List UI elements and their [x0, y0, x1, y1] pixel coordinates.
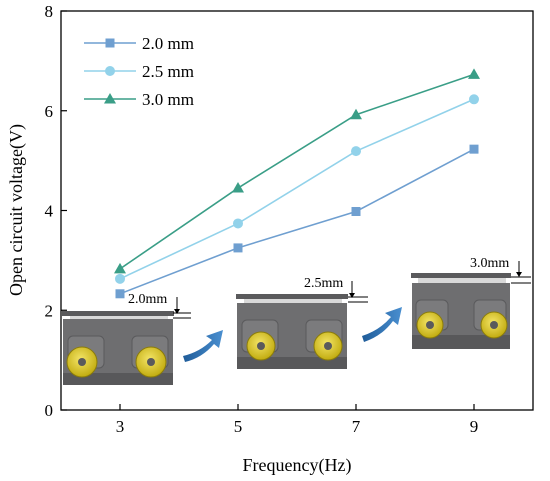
legend-marker	[105, 66, 115, 76]
series-square	[115, 144, 479, 299]
device-top-plate	[62, 311, 174, 316]
data-point	[469, 144, 479, 154]
x-tick-label: 3	[116, 417, 125, 436]
legend-item: 2.5 mm	[84, 62, 194, 81]
series-triangle	[114, 68, 480, 274]
magnet-left-hole	[78, 358, 86, 366]
device-base	[412, 335, 510, 349]
x-tick-label: 5	[234, 417, 243, 436]
data-point	[115, 289, 125, 299]
legend-item: 2.0 mm	[84, 34, 194, 53]
x-axis: 3 5 7 9	[116, 404, 479, 436]
series-line	[119, 148, 475, 295]
y-tick-label: 8	[45, 2, 54, 21]
device-illustration-2-5mm: 2.5mm	[236, 276, 368, 369]
x-axis-title: Frequency(Hz)	[243, 455, 352, 476]
data-point	[114, 262, 126, 274]
magnet-right-hole	[324, 342, 332, 350]
data-point	[469, 94, 479, 105]
transition-arrow-1	[183, 330, 223, 362]
series-line	[119, 73, 475, 270]
data-point	[233, 243, 243, 253]
gap-indicator-arrowhead	[516, 272, 522, 277]
device-gap	[418, 278, 506, 283]
data-point	[351, 206, 361, 216]
series-line	[119, 98, 475, 280]
data-point	[468, 68, 480, 79]
data-point	[351, 146, 361, 157]
y-tick-label: 6	[45, 102, 54, 121]
data-point	[232, 182, 244, 193]
device-gap	[70, 316, 168, 319]
data-point	[350, 108, 362, 120]
legend-marker	[105, 38, 115, 48]
data-point	[115, 273, 125, 284]
device-gap-label: 2.0mm	[128, 292, 167, 307]
gap-indicator-arrowhead	[174, 309, 180, 314]
y-tick-label: 4	[45, 202, 54, 221]
data-point	[233, 218, 243, 229]
legend-label: 2.0 mm	[142, 34, 194, 53]
device-illustration-3mm: 3.0mm	[411, 256, 531, 349]
y-axis-title: Open circuit voltage(V)	[6, 124, 27, 296]
device-illustration-2mm: 2.0mm	[62, 292, 191, 385]
legend-item: 3.0 mm	[84, 90, 194, 109]
device-gap-label: 2.5mm	[304, 276, 343, 291]
y-tick-label: 2	[45, 301, 54, 320]
device-gap-label: 3.0mm	[470, 256, 509, 271]
transition-arrow-2	[362, 307, 402, 342]
legend-label: 2.5 mm	[142, 62, 194, 81]
series-layer	[114, 68, 480, 299]
y-tick-label: 0	[45, 401, 54, 420]
legend: 2.0 mm 2.5 mm 3.0 mm	[84, 34, 194, 109]
x-tick-label: 7	[352, 417, 361, 436]
device-top-plate	[236, 294, 348, 299]
gap-indicator-arrowhead	[349, 293, 355, 298]
legend-label: 3.0 mm	[142, 90, 194, 109]
y-axis: 0 2 4 6 8	[45, 2, 67, 420]
magnet-left-hole	[426, 321, 434, 329]
magnet-left-hole	[257, 342, 265, 350]
x-tick-label: 9	[470, 417, 479, 436]
device-top-plate	[411, 273, 511, 278]
series-circle	[115, 94, 479, 284]
legend-marker	[104, 93, 116, 104]
magnet-right-hole	[490, 321, 498, 329]
device-gap	[244, 299, 342, 303]
magnet-right-hole	[147, 358, 155, 366]
